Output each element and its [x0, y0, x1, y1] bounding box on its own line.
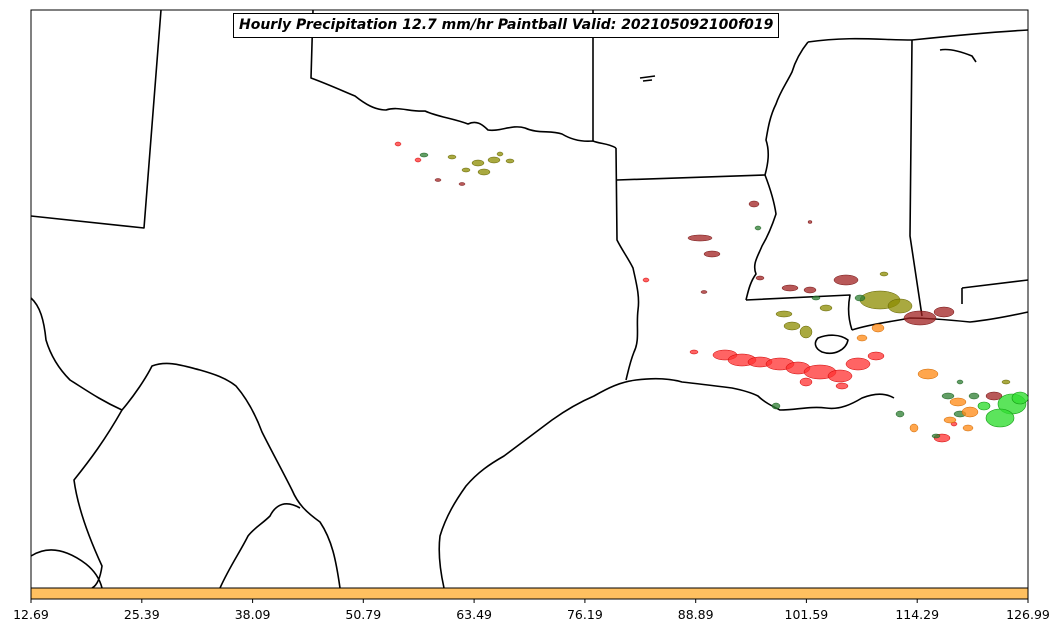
precip-red: [394, 141, 958, 443]
border-rio-grande: [30, 297, 341, 589]
precip-bright-green: [977, 391, 1029, 428]
colorbar-tick-label: 12.69: [13, 607, 49, 622]
colorbar-tick-label: 63.49: [456, 607, 492, 622]
colorbar-tick-label: 126.99: [1006, 607, 1050, 622]
border-ms-la: [745, 294, 853, 331]
border-tx-la: [615, 147, 640, 381]
lake-pontchartrain: [814, 334, 849, 355]
border-red-river: [310, 9, 617, 149]
colorbar: [30, 587, 1029, 600]
border-mississippi: [745, 41, 809, 301]
precip-dark-green: [419, 152, 980, 439]
colorbar-tick-label: 76.19: [566, 607, 603, 622]
border-al-fl: [961, 279, 1029, 289]
precip-olive: [447, 151, 1011, 385]
colorbar-tick-label: 50.79: [345, 607, 382, 622]
colorbar-tick-label: 101.59: [784, 607, 829, 622]
border-co-nm: [30, 9, 162, 229]
colorbar-tick-label: 38.09: [234, 607, 271, 622]
colorbar-tick-label: 25.39: [123, 607, 160, 622]
precip-orange: [856, 323, 979, 433]
map-title: Hourly Precipitation 12.7 mm/hr Paintbal…: [233, 13, 780, 38]
coastline-gulf: [438, 377, 895, 589]
colorbar-ticks: [30, 599, 1029, 603]
border-ms-al: [909, 39, 923, 317]
colorbar-tick-label: 114.29: [895, 607, 940, 622]
border-mx-3: [219, 503, 301, 589]
colorbar-tick-label: 88.89: [677, 607, 714, 622]
coastline-ms-al: [851, 311, 1029, 331]
border-mx-2: [30, 549, 103, 589]
lake-tn: [939, 48, 977, 63]
precip-dark-red: [434, 178, 1003, 401]
island-marks: [639, 75, 656, 82]
border-ar-la: [616, 174, 766, 181]
state-borders: [30, 9, 1029, 589]
